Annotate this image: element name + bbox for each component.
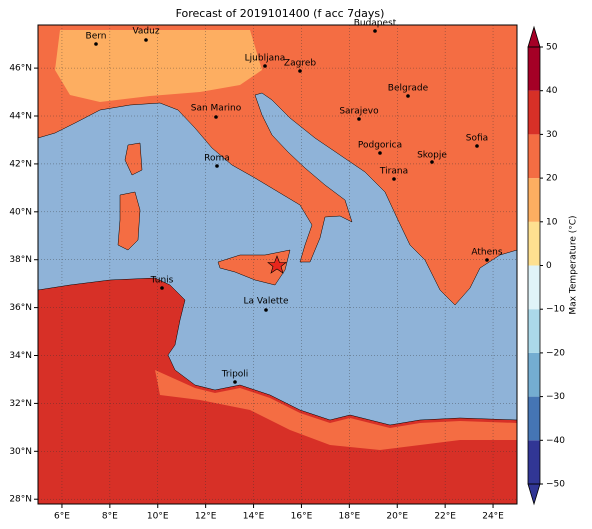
city-marker	[215, 164, 219, 168]
x-tick-label: 8°E	[102, 512, 118, 522]
colorbar-segment	[528, 90, 540, 135]
city-label: Tripoli	[221, 370, 249, 380]
city-marker	[357, 117, 361, 121]
colorbar-extend-bottom	[527, 483, 541, 506]
corsica	[124, 142, 143, 176]
x-tick-label: 14°E	[243, 512, 265, 522]
city-marker	[264, 308, 268, 312]
city-label: Podgorica	[358, 141, 402, 151]
alps-cooler	[55, 30, 262, 102]
city-marker	[160, 286, 164, 290]
colorbar-extend-top	[527, 25, 541, 48]
city-label: Athens	[471, 248, 502, 258]
colorbar-segment	[528, 265, 540, 310]
city-label: Tirana	[379, 167, 408, 177]
y-tick-label: 28°N	[9, 495, 32, 505]
colorbar-tick-label: 20	[546, 174, 558, 184]
star-marker	[267, 255, 287, 274]
city-marker	[485, 258, 489, 262]
city-marker	[406, 94, 410, 98]
x-tick-label: 22°E	[434, 512, 456, 522]
city-marker	[144, 38, 148, 42]
city-label: Budapest	[354, 19, 397, 29]
colorbar-tick-label: 30	[546, 130, 558, 140]
colorbar-segment	[528, 134, 540, 179]
city-label: Roma	[204, 154, 230, 164]
colorbar-tick-label: −10	[546, 305, 565, 315]
city-marker	[430, 160, 434, 164]
city-label: Tunis	[150, 276, 174, 286]
city-marker	[233, 380, 237, 384]
colorbar-segment	[528, 221, 540, 266]
colorbar-tick-label: 50	[546, 43, 558, 53]
y-tick-label: 44°N	[9, 112, 32, 122]
city-marker	[94, 42, 98, 46]
y-tick-label: 38°N	[9, 255, 32, 265]
y-tick-label: 46°N	[9, 64, 32, 74]
title: Forecast of 2019101400 (f acc 7days)	[176, 7, 385, 20]
sardinia	[117, 191, 141, 251]
colorbar-segment	[528, 178, 540, 222]
city-label: San Marino	[191, 104, 242, 114]
city-label: Sarajevo	[339, 107, 379, 117]
y-tick-label: 36°N	[9, 303, 32, 313]
x-tick-label: 20°E	[386, 512, 408, 522]
city-label: Belgrade	[388, 84, 429, 94]
city-marker	[378, 151, 382, 155]
city-label: Vaduz	[132, 27, 159, 37]
y-tick-label: 34°N	[9, 351, 32, 361]
colorbar-tick-label: −30	[546, 392, 565, 402]
city-label: Zagreb	[284, 59, 316, 69]
sicily	[217, 249, 291, 286]
x-tick-label: 6°E	[54, 512, 70, 522]
city-marker	[263, 64, 267, 68]
city-label: La Valette	[244, 297, 289, 307]
city-label: Sofia	[466, 134, 488, 144]
x-tick-label: 12°E	[195, 512, 217, 522]
colorbar-segment	[528, 47, 540, 91]
colorbar-segment	[528, 309, 540, 353]
graticule	[38, 25, 517, 504]
city-marker	[214, 115, 218, 119]
city-marker	[392, 177, 396, 181]
city-label: Skopje	[417, 151, 447, 161]
y-tick-label: 32°N	[9, 399, 32, 409]
colorbar-label: Max Temperature (°C)	[569, 215, 579, 314]
y-tick-label: 30°N	[9, 447, 32, 457]
city-marker	[298, 69, 302, 73]
city-label: Ljubljana	[245, 54, 286, 64]
colorbar-tick-label: 10	[546, 217, 558, 227]
x-tick-label: 18°E	[339, 512, 361, 522]
colorbar-tick-label: −40	[546, 436, 565, 446]
y-tick-label: 40°N	[9, 207, 32, 217]
africa-coast-band	[155, 370, 517, 450]
y-tick-label: 42°N	[9, 159, 32, 169]
city-marker	[475, 144, 479, 148]
x-tick-label: 24°E	[482, 512, 504, 522]
colorbar-tick-label: −50	[546, 480, 565, 490]
x-tick-label: 16°E	[291, 512, 313, 522]
city-label: Bern	[86, 32, 107, 42]
colorbar-segment	[528, 352, 540, 397]
x-tick-label: 10°E	[147, 512, 169, 522]
colorbar-tick-label: −20	[546, 348, 565, 358]
colorbar-tick-label: 40	[546, 86, 558, 96]
colorbar-segment	[528, 396, 540, 441]
map-frame	[37, 24, 518, 505]
city-marker	[373, 29, 377, 33]
cities: Bern Vaduz Budapest Ljubljana Zagreb Bel…	[86, 19, 503, 384]
colorbar-segment	[528, 440, 540, 484]
colorbar-tick-label: 0	[546, 261, 552, 271]
